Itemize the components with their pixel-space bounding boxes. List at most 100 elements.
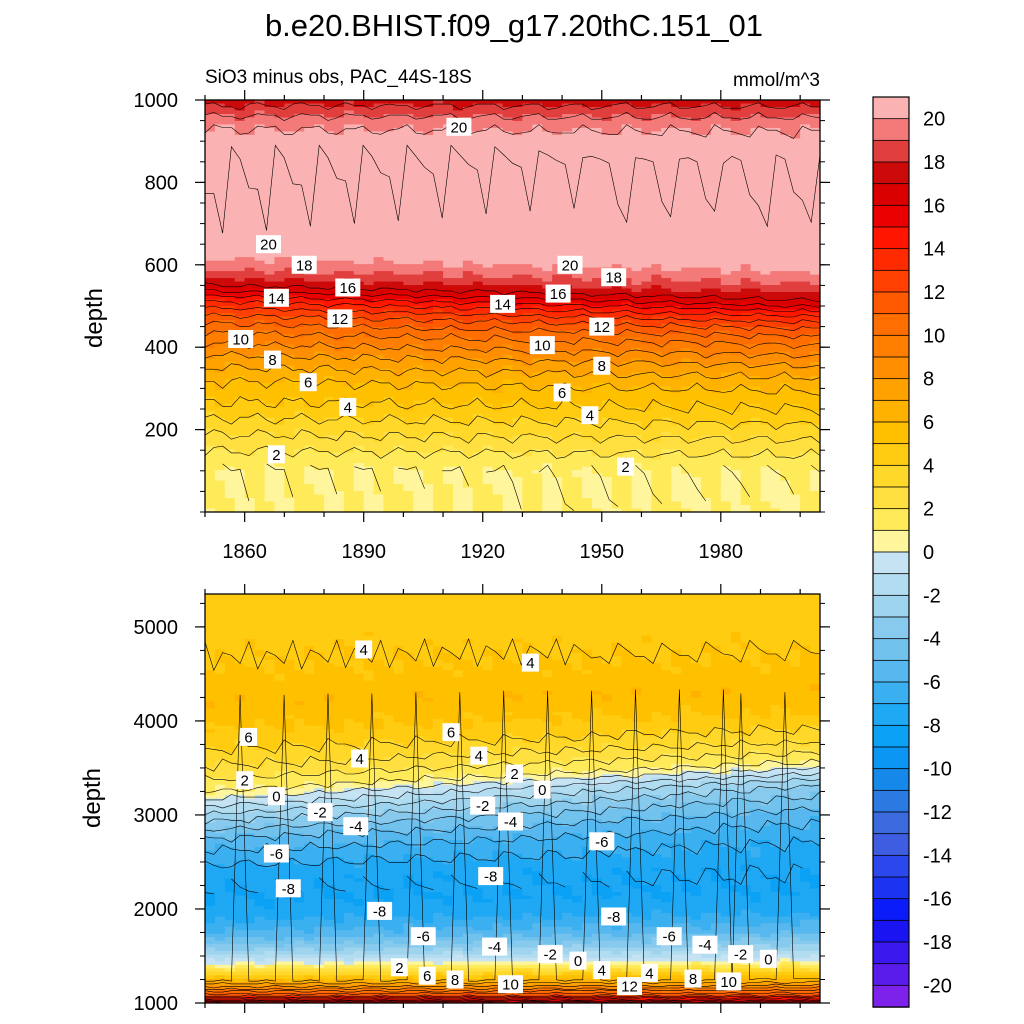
contour-cell [284,452,295,457]
contour-cell [621,152,633,157]
contour-cell [433,141,444,146]
contour-cell [353,484,365,489]
contour-cell [532,428,543,433]
contour-cell [314,365,325,370]
contour-cell [383,204,395,209]
contour-cell [552,470,563,475]
contour-cell [591,306,603,311]
contour-cell [244,162,256,167]
contour-cell [403,361,414,366]
contour-cell [581,470,593,475]
contour-cell [333,103,345,108]
contour-cell [512,103,524,108]
contour-cell [522,208,533,213]
contour-cell [581,138,593,143]
contour-cell [423,243,434,248]
contour-cell [482,344,494,349]
contour-cell [294,452,305,457]
contour-cell [621,134,633,140]
contour-cell [413,225,424,230]
contour-cell [264,375,276,380]
contour-cell [373,306,385,311]
contour-cell [264,152,276,157]
contour-cell [214,239,226,244]
contour-cell [274,340,285,346]
contour-cell [284,120,295,126]
contour-cell [522,285,533,290]
contour-cell [373,180,385,185]
contour-cell [581,215,593,220]
contour-cell [254,498,266,503]
contour-cell [314,459,325,464]
contour-cell [502,106,514,112]
contour-cell [324,386,335,391]
contour-cell [572,225,583,230]
contour-cell [373,309,385,314]
contour-cell [264,487,276,492]
contour-cell [343,229,355,234]
contour-cell [324,264,335,269]
contour-cell [373,417,385,422]
contour-cell [443,211,454,216]
contour-cell [403,319,414,325]
contour-cell [353,190,365,195]
contour-cell [393,466,404,471]
contour-cell [452,152,464,157]
contour-cell [353,365,365,370]
contour-cell [443,145,454,150]
contour-cell [462,452,474,457]
contour-cell [433,201,444,206]
contour-cell [601,103,613,108]
contour-cell [443,169,454,174]
contour-cell [601,155,613,160]
contour-cell [532,138,543,143]
contour-cell [552,162,563,167]
contour-cell [254,386,266,391]
contour-cell [294,312,305,318]
contour-cell [244,386,256,391]
contour-cell [443,417,454,422]
contour-cell [373,365,385,370]
contour-cell [452,484,464,489]
contour-cell [403,117,414,122]
contour-cell [363,225,375,230]
contour-cell [274,103,285,108]
contour-cell [333,155,345,160]
contour-cell [214,410,226,415]
contour-cell [383,120,395,126]
contour-cell [373,316,385,321]
contour-cell [403,316,414,321]
contour-cell [234,141,246,146]
contour-cell [224,466,236,471]
contour-cell [393,379,404,384]
contour-cell [224,393,236,398]
contour-cell [423,333,434,339]
contour-cell [502,375,514,380]
contour-cell [562,484,573,489]
contour-cell [512,113,524,119]
contour-cell [284,312,295,318]
contour-cell [254,456,266,461]
contour-cell [353,361,365,366]
contour-cell [562,180,573,185]
contour-cell [284,375,295,380]
contour-cell [413,431,424,436]
contour-cell [403,424,414,429]
contour-cell [472,386,484,391]
contour-cell [353,218,365,223]
contour-cell [363,470,375,475]
contour-cell [264,190,276,195]
contour-cell [611,176,623,181]
contour-cell [423,316,434,321]
contour-cell [205,173,216,178]
contour-cell [294,299,305,304]
contour-cell [363,393,375,398]
contour-cell [274,428,285,433]
contour-cell [552,358,563,363]
contour-cell [413,501,424,506]
contour-cell [611,302,623,307]
contour-cell [393,361,404,366]
contour-cell [601,382,613,387]
contour-cell [214,260,226,265]
contour-cell [244,131,256,136]
